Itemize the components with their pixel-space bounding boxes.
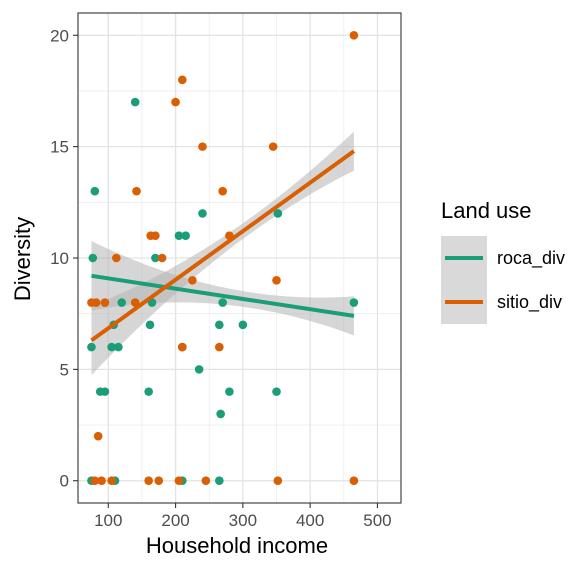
data-point-roca_div (215, 320, 224, 330)
data-point-roca_div (215, 476, 224, 486)
confidence-bands (91, 131, 354, 376)
data-point-roca_div (216, 409, 225, 419)
x-tick-label: 300 (229, 511, 257, 530)
data-point-sitio_div (215, 342, 224, 352)
data-point-roca_div (238, 320, 248, 330)
data-point-sitio_div (112, 253, 121, 263)
data-point-sitio_div (100, 298, 110, 307)
data-point-roca_div (87, 342, 96, 352)
data-point-sitio_div (97, 476, 106, 486)
data-point-sitio_div (201, 476, 211, 486)
data-point-roca_div (174, 231, 184, 241)
legend: Land use roca_div sitio_div (441, 198, 565, 324)
x-tick-label: 400 (296, 511, 324, 530)
data-point-sitio_div (178, 342, 187, 352)
data-point-sitio_div (174, 476, 184, 486)
data-point-sitio_div (171, 97, 180, 107)
data-point-roca_div (225, 387, 234, 396)
legend-label: roca_div (497, 248, 565, 269)
data-point-roca_div (114, 342, 123, 352)
data-point-sitio_div (144, 476, 153, 486)
data-point-roca_div (144, 387, 153, 396)
confidence-band-roca_div (91, 241, 354, 336)
plot-panel (77, 12, 402, 504)
data-point-roca_div (88, 253, 98, 263)
data-point-sitio_div (91, 298, 101, 307)
data-point-sitio_div (132, 186, 141, 196)
trend-line-sitio_div (90, 149, 356, 343)
data-point-sitio_div (273, 476, 283, 486)
data-point-roca_div (130, 97, 140, 107)
data-point-sitio_div (188, 275, 197, 285)
data-point-roca_div (181, 231, 190, 241)
x-axis-title: Household income (146, 533, 328, 558)
x-tick-label: 200 (161, 511, 189, 530)
x-tick-label: 500 (363, 511, 391, 530)
data-point-sitio_div (130, 298, 140, 307)
data-point-sitio_div (93, 431, 103, 441)
data-point-sitio_div (178, 75, 187, 85)
data-point-sitio_div (268, 142, 278, 151)
data-point-roca_div (218, 298, 227, 307)
x-tick-label: 100 (94, 511, 122, 530)
data-point-roca_div (349, 298, 359, 307)
data-point-sitio_div (151, 231, 160, 241)
data-point-sitio_div (90, 476, 100, 486)
legend-items: roca_div sitio_div (441, 236, 565, 324)
data-point-roca_div (194, 365, 204, 374)
data-point-roca_div (273, 209, 283, 218)
legend-title: Land use (441, 198, 532, 223)
data-point-roca_div (272, 387, 281, 396)
y-axis-title: Diversity (10, 217, 35, 301)
data-point-roca_div (100, 387, 110, 396)
y-tick-label: 20 (50, 26, 69, 45)
data-point-sitio_div (154, 476, 164, 486)
data-point-sitio_div (198, 142, 207, 151)
y-axis-ticks: 0 5 10 15 20 (50, 26, 78, 491)
data-point-roca_div (90, 186, 100, 196)
y-tick-label: 15 (50, 138, 69, 157)
data-point-sitio_div (107, 476, 116, 486)
data-point-roca_div (107, 342, 116, 352)
data-point-sitio_div (349, 476, 359, 486)
legend-label: sitio_div (497, 292, 562, 313)
y-tick-label: 0 (60, 472, 69, 491)
x-axis-ticks: 100 200 300 400 500 (94, 503, 392, 530)
data-point-sitio_div (218, 186, 227, 196)
y-tick-label: 10 (50, 249, 69, 268)
data-point-roca_div (145, 320, 155, 330)
data-point-sitio_div (157, 253, 167, 263)
data-point-roca_div (151, 253, 160, 263)
y-tick-label: 5 (60, 360, 69, 379)
data-point-roca_div (117, 298, 127, 307)
data-point-sitio_div (272, 275, 281, 285)
trend-line-roca_div (91, 273, 355, 318)
trend-lines (90, 149, 356, 343)
data-point-roca_div (198, 209, 207, 218)
data-points (87, 30, 359, 486)
confidence-band-sitio_div (91, 131, 354, 376)
data-point-sitio_div (349, 30, 359, 40)
